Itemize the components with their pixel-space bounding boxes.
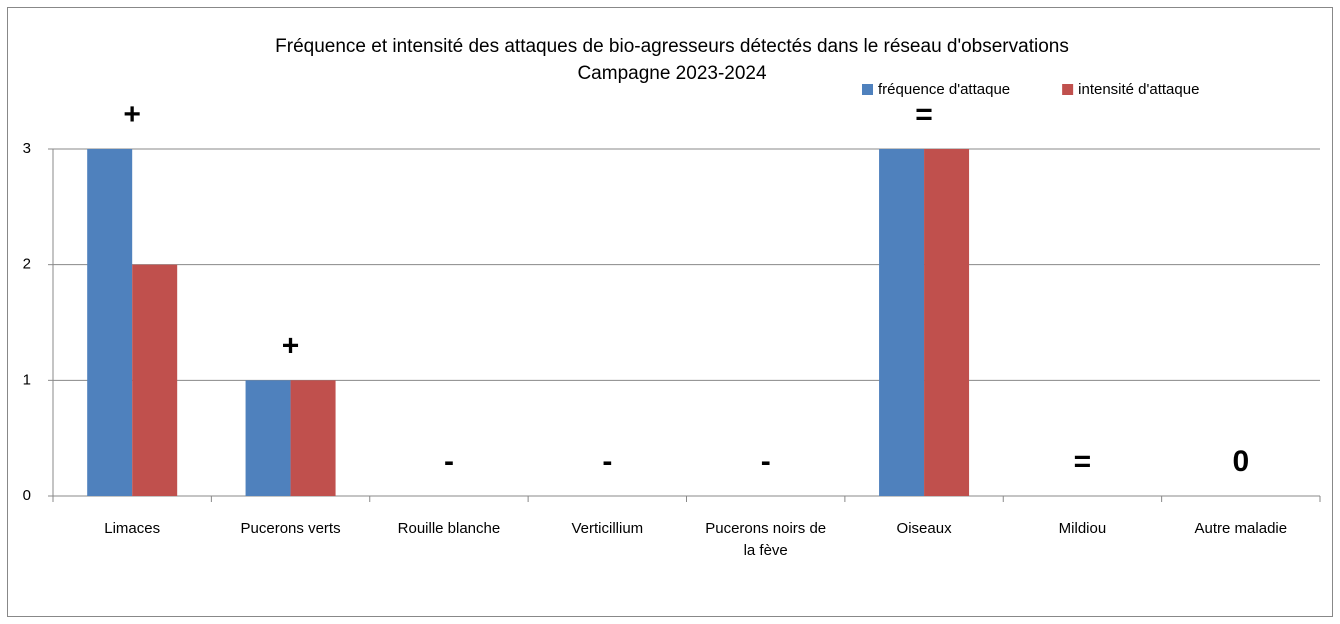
annotation: - [761, 445, 771, 478]
x-tick-label: Pucerons verts [240, 520, 341, 537]
y-tick-label: 3 [23, 140, 31, 157]
legend-label: intensité d'attaque [1078, 81, 1199, 98]
bar [87, 149, 133, 496]
chart-title: Fréquence et intensité des attaques de b… [275, 36, 1069, 57]
y-tick-label: 0 [23, 487, 31, 504]
annotation: 0 [1232, 445, 1249, 478]
x-tick-label: Mildiou [1058, 520, 1107, 537]
x-tick-label: Limaces [104, 520, 161, 537]
x-tick-label: Autre maladie [1194, 520, 1288, 537]
annotation: + [123, 98, 141, 131]
annotation: = [1074, 445, 1092, 478]
y-tick-label: 1 [23, 371, 31, 388]
x-tick-label: Rouille blanche [397, 520, 501, 537]
legend-swatch [862, 84, 873, 95]
bar [924, 149, 970, 496]
annotation: - [602, 445, 612, 478]
chart-border [7, 7, 1333, 617]
annotation: - [444, 445, 454, 478]
x-tick-label: Verticillium [571, 520, 644, 537]
bar [879, 149, 925, 496]
legend-label: fréquence d'attaque [878, 81, 1010, 98]
bar [245, 380, 291, 496]
bar [132, 264, 178, 496]
y-tick-label: 2 [23, 256, 31, 273]
legend-swatch [1062, 84, 1074, 95]
bar [290, 380, 336, 496]
x-tick-label: Pucerons noirs de la fève [705, 520, 827, 559]
chart-subtitle: Campagne 2023-2024 [577, 63, 767, 84]
annotation: + [282, 329, 300, 362]
annotation: = [915, 98, 933, 131]
x-tick-label: Oiseaux [896, 520, 952, 537]
